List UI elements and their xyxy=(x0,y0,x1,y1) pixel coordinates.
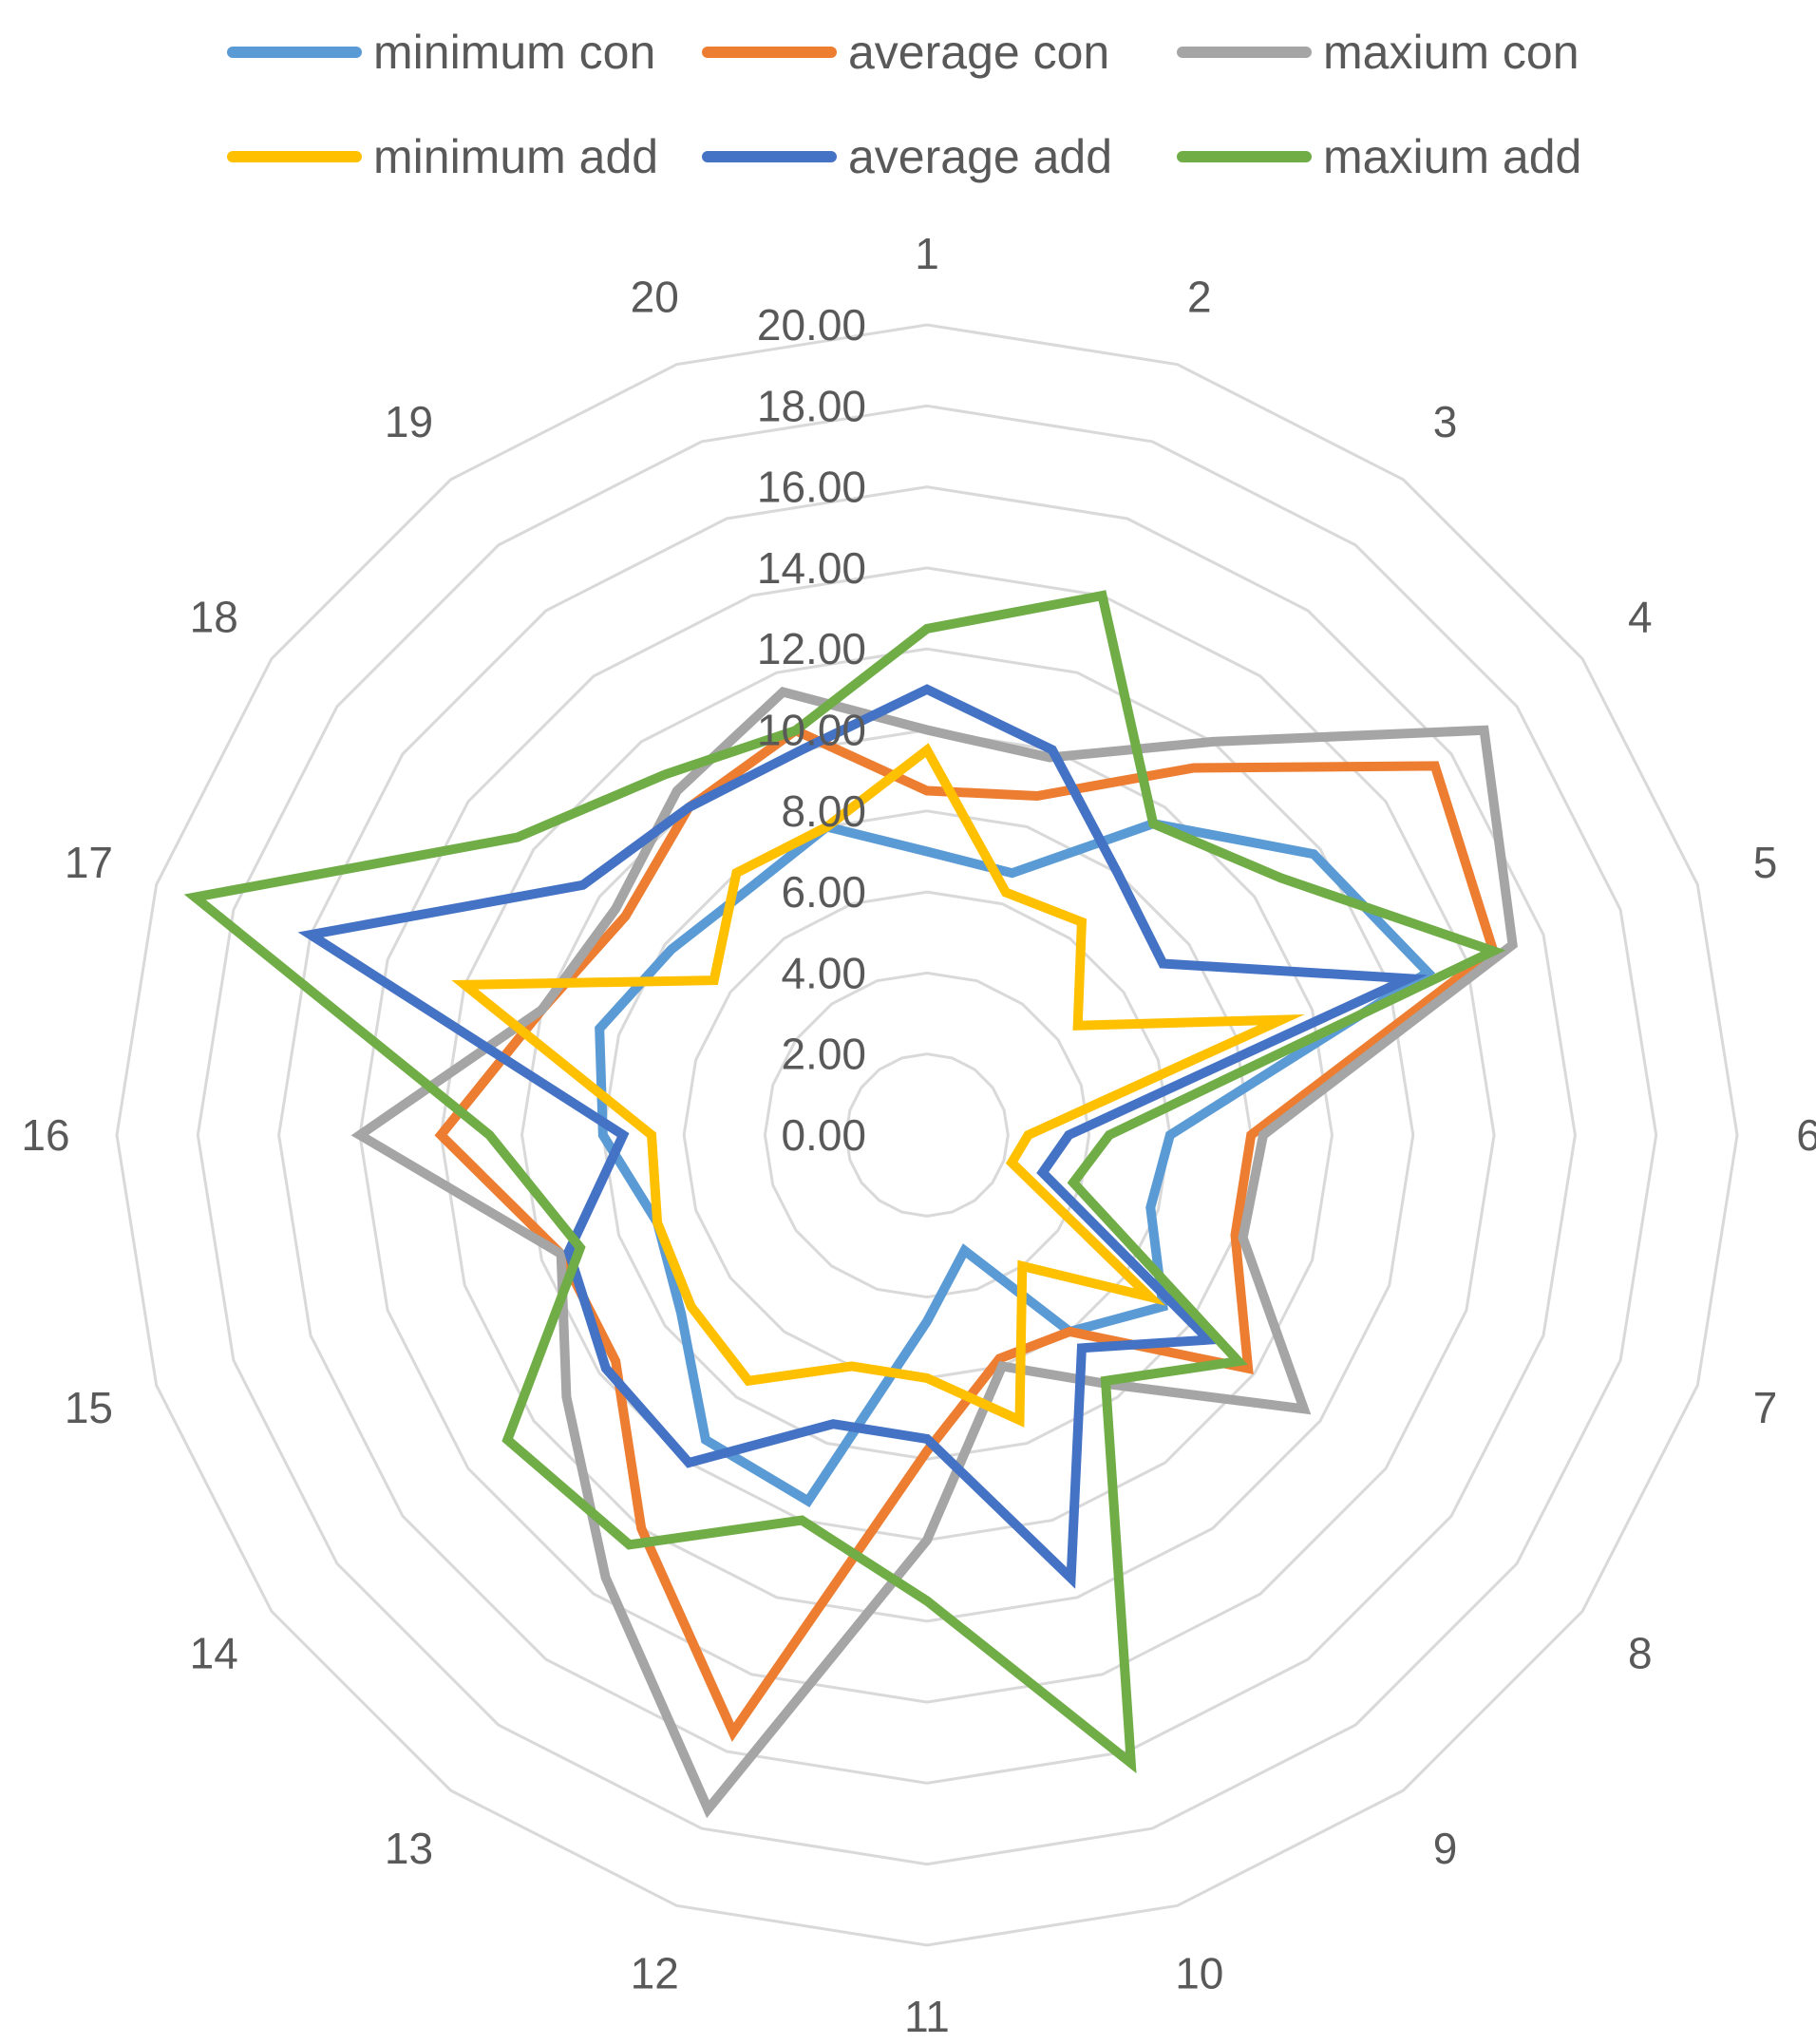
category-label-3: 3 xyxy=(1433,397,1458,446)
category-label-1: 1 xyxy=(915,229,939,278)
grid-ring-8 xyxy=(277,485,1577,1785)
legend-label: maxium add xyxy=(1323,130,1581,183)
grid-ring-3 xyxy=(682,890,1172,1380)
legend-item-average-add: average add xyxy=(702,130,1112,183)
legend: minimum con average con maxium con minimum … xyxy=(227,26,1581,183)
grid-ring-10 xyxy=(115,323,1739,1947)
legend-item-minimum-con: minimum con xyxy=(227,26,655,79)
legend-label: minimum add xyxy=(373,130,658,183)
category-label-12: 12 xyxy=(631,1949,679,1998)
series-line-minimum-con xyxy=(595,819,1436,1508)
category-label-6: 6 xyxy=(1796,1110,1816,1160)
legend-label: maxium con xyxy=(1323,26,1580,79)
tick-label-2: 4.00 xyxy=(781,948,866,997)
category-label-20: 20 xyxy=(631,272,679,321)
tick-label-9: 18.00 xyxy=(757,381,866,430)
tick-label-3: 6.00 xyxy=(781,867,866,917)
series-line-maxium-con xyxy=(350,686,1518,1819)
series-line-minimum-add xyxy=(451,743,1305,1428)
grid-ring-2 xyxy=(763,971,1091,1299)
tick-label-0: 0.00 xyxy=(781,1110,866,1160)
tick-label-1: 2.00 xyxy=(781,1030,866,1079)
series-line-maxium-add xyxy=(183,590,1506,1774)
tick-label-6: 12.00 xyxy=(757,624,866,673)
category-label-7: 7 xyxy=(1753,1383,1778,1432)
grid-ring-4 xyxy=(601,809,1253,1461)
category-label-8: 8 xyxy=(1628,1629,1653,1678)
tick-label-4: 8.00 xyxy=(781,786,866,836)
grid-ring-9 xyxy=(196,404,1658,1866)
legend-item-maxium-add: maxium add xyxy=(1177,130,1581,183)
category-label-16: 16 xyxy=(21,1110,69,1160)
tick-label-8: 16.00 xyxy=(757,463,866,512)
category-label-19: 19 xyxy=(385,397,433,446)
series-line-average-add xyxy=(297,684,1428,1589)
category-label-13: 13 xyxy=(385,1824,433,1873)
category-label-11: 11 xyxy=(904,1992,950,2041)
tick-labels: 0.00 2.00 4.00 6.00 8.00 10.00 12.00 14.00 16.00… xyxy=(757,300,866,1160)
category-label-2: 2 xyxy=(1187,272,1212,321)
radar-series xyxy=(183,590,1518,1819)
legend-label: minimum con xyxy=(373,26,655,79)
category-label-15: 15 xyxy=(65,1383,113,1432)
legend-item-maxium-con: maxium con xyxy=(1177,26,1580,79)
tick-label-5: 10.00 xyxy=(757,706,866,755)
category-label-18: 18 xyxy=(190,593,238,642)
legend-item-average-con: average con xyxy=(702,26,1109,79)
category-label-9: 9 xyxy=(1433,1824,1458,1873)
grid-ring-1 xyxy=(844,1052,1010,1218)
legend-label: average add xyxy=(848,130,1112,183)
category-label-5: 5 xyxy=(1753,838,1778,887)
category-label-17: 17 xyxy=(65,838,113,887)
legend-item-minimum-add: minimum add xyxy=(227,130,658,183)
series-line-average-con xyxy=(434,725,1500,1742)
tick-label-10: 20.00 xyxy=(757,300,866,350)
category-label-4: 4 xyxy=(1628,593,1653,642)
tick-label-7: 14.00 xyxy=(757,543,866,593)
category-label-10: 10 xyxy=(1175,1949,1223,1998)
category-label-14: 14 xyxy=(190,1629,238,1678)
legend-label: average con xyxy=(848,26,1109,79)
